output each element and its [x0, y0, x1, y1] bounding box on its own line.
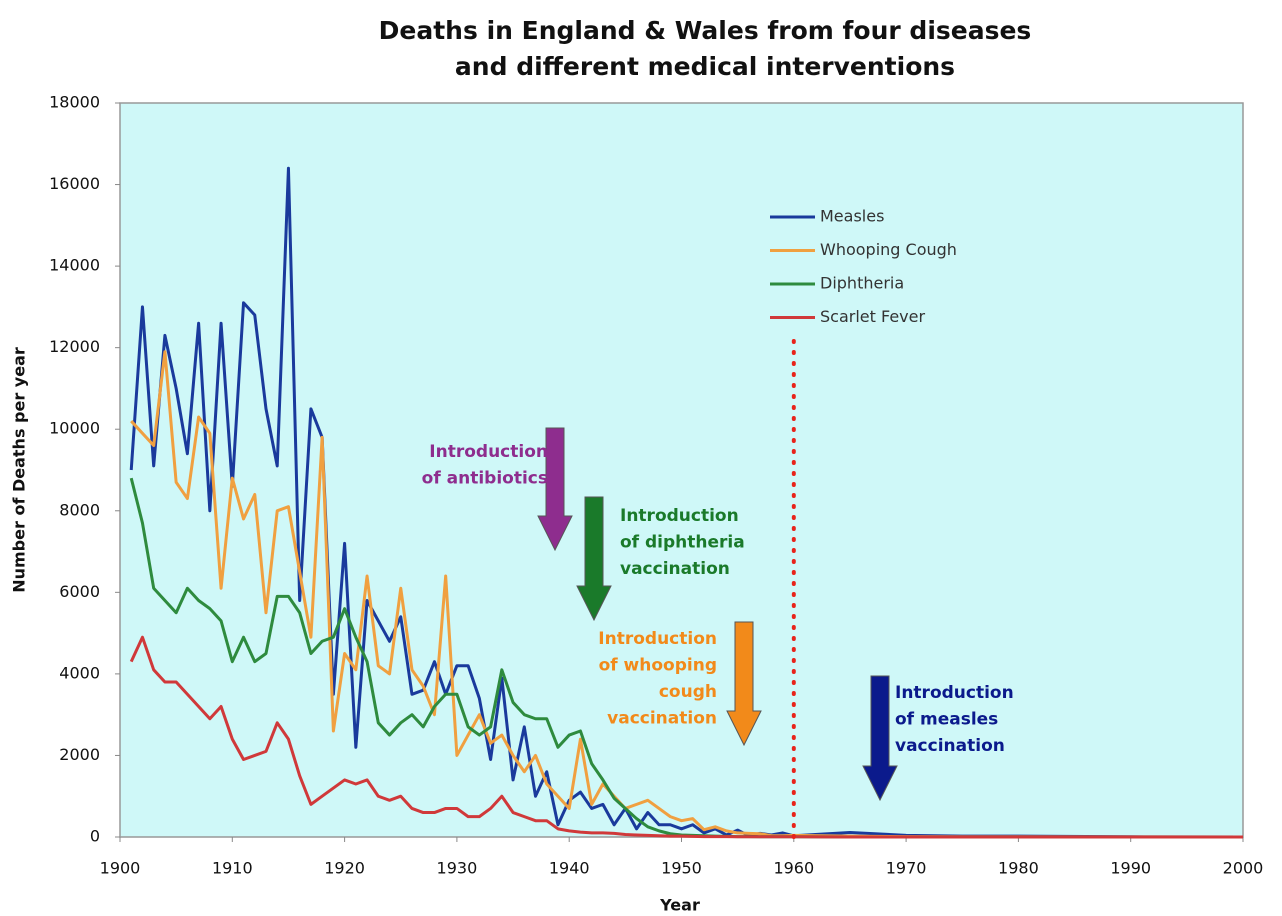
- y-tick-label: 8000: [59, 500, 100, 519]
- x-tick-label: 1910: [212, 859, 253, 878]
- legend-label: Whooping Cough: [820, 240, 957, 259]
- series-line: [129, 166, 1244, 839]
- annotation: of measles: [895, 710, 998, 730]
- y-axis-title: Number of Deaths per year: [10, 347, 29, 593]
- x-tick-label: 1960: [773, 859, 814, 878]
- legend-label: Diphtheria: [820, 274, 904, 293]
- arrow: [537, 427, 573, 552]
- annotation: Introduction: [429, 442, 548, 462]
- y-tick-label: 14000: [49, 256, 100, 275]
- annotation: of antibiotics: [422, 469, 548, 489]
- annotation: vaccination: [620, 559, 730, 579]
- y-tick-label: 6000: [59, 582, 100, 601]
- annotation: cough: [659, 682, 717, 702]
- series-line: [130, 350, 1244, 839]
- arrow: [862, 675, 898, 802]
- y-tick-label: 18000: [49, 93, 100, 112]
- series-line: [129, 635, 1243, 839]
- annotation: vaccination: [895, 736, 1005, 756]
- chart-title: and different medical interventions: [455, 52, 955, 81]
- x-tick-label: 1990: [1110, 859, 1151, 878]
- annotation: of diphtheria: [620, 533, 745, 553]
- x-tick-label: 1900: [100, 859, 141, 878]
- annotation: Introduction: [620, 506, 739, 526]
- annotation: vaccination: [607, 709, 717, 729]
- y-tick-label: 10000: [49, 419, 100, 438]
- x-axis-title: Year: [659, 896, 700, 915]
- arrow: [726, 621, 762, 747]
- y-tick-label: 16000: [49, 174, 100, 193]
- x-tick-label: 1940: [549, 859, 590, 878]
- legend-label: Measles: [820, 207, 884, 226]
- x-tick-label: 2000: [1223, 859, 1264, 878]
- x-tick-label: 1980: [998, 859, 1039, 878]
- chart-title: Deaths in England & Wales from four dise…: [379, 16, 1032, 45]
- y-tick-label: 4000: [59, 663, 100, 682]
- x-tick-label: 1930: [437, 859, 478, 878]
- y-tick-label: 2000: [59, 745, 100, 764]
- y-tick-label: 0: [90, 827, 100, 846]
- x-tick-label: 1950: [661, 859, 702, 878]
- legend-label: Scarlet Fever: [820, 307, 925, 326]
- annotation: Introduction: [598, 629, 717, 649]
- y-tick-label: 12000: [49, 337, 100, 356]
- x-tick-label: 1920: [324, 859, 365, 878]
- annotation: of whooping: [599, 656, 717, 676]
- arrow: [576, 496, 612, 622]
- x-tick-label: 1970: [886, 859, 927, 878]
- annotation: Introduction: [895, 683, 1014, 703]
